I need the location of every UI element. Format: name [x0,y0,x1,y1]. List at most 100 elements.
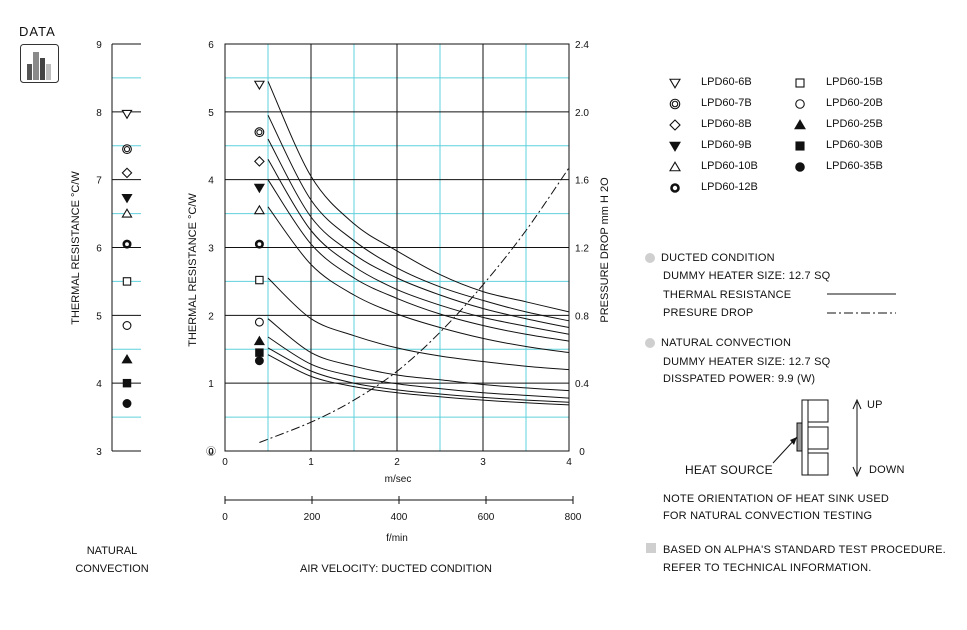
notes-graphics [645,253,896,553]
thermal-resistance-curve [267,354,570,406]
duct-marker [253,335,265,346]
fmin-tick-label: 600 [478,512,495,523]
thermal-resistance-curve [267,81,570,313]
duct-ytick-label: 2 [208,311,214,322]
duct-y-axis-label: THERMAL RESISTANCE °C/W [187,193,199,347]
nat-point-marker [122,321,132,330]
legend-label: LPD60-10B [701,160,758,172]
thermal-resistance-curve [267,114,570,322]
legend-marker [669,161,681,172]
nat-ytick-label: 9 [96,40,102,51]
nat-point-marker [122,378,132,388]
duct-origin-symbol: ⓪ [206,446,216,458]
duct-ytick-label: 0 [208,447,214,458]
legend-marker [669,141,681,152]
duct-xtick-label: 1 [308,457,314,468]
legend-marker [795,141,805,151]
legend-label: LPD60-7B [701,97,752,109]
fmin-tick-label: 400 [391,512,408,523]
thermal-resistance-key-label: THERMAL RESISTANCE [663,289,792,301]
legend-marker [669,78,681,89]
nat-ytick-label: 7 [96,176,102,187]
nat-point-marker [121,109,133,120]
orientation-note-line-2: FOR NATURAL CONVECTION TESTING [663,510,873,522]
heat-sink-base [801,399,809,476]
duct-xtick-label: 0 [222,457,228,468]
orientation-note-line-1: NOTE ORIENTATION OF HEAT SINK USED [663,493,890,505]
natural-convection-title: NATURAL CONVECTION [661,337,792,349]
nat-point-marker [121,208,133,218]
legend-label: LPD60-9B [701,139,752,151]
thermal-resistance-curve [267,159,570,335]
duct-marker [253,183,265,194]
nat-point-marker [122,144,132,155]
duct-xtick-label: 3 [480,457,486,468]
dissipated-power: DISSPATED POWER: 9.9 (W) [663,373,816,385]
nat-ytick-label: 3 [96,447,102,458]
legend-marker [670,183,680,193]
orientation-down-label: DOWN [869,464,905,476]
nat-caption-line-1: NATURAL [87,545,138,557]
ducted-condition-title: DUCTED CONDITION [661,252,775,264]
pressure-drop-key-label: PRESURE DROP [663,307,754,319]
duct-y2tick-label: 0.8 [575,311,589,322]
fmin-tick-label: 200 [304,512,321,523]
natural-bullet [645,338,655,348]
legend-label: LPD60-15B [826,76,883,88]
nat-point-marker [121,353,133,364]
duct-y2tick-label: 0 [579,447,585,458]
thermal-resistance-curve [267,179,570,342]
nat-y-axis-label: THERMAL RESISTANCE °C/W [70,171,82,325]
up-arrow-icon [852,398,862,410]
legend-label: LPD60-35B [826,160,883,172]
nat-point-marker [121,167,133,179]
duct-x-axis-label: m/sec [385,474,412,485]
fmin-axis-label: f/min [386,533,408,544]
duct-marker [254,239,264,249]
duct-marker [254,317,264,327]
legend-markers [669,78,806,193]
heat-sink-fin-bottom [807,452,829,476]
leader-arrow-icon [790,437,797,445]
thermal-resistance-curve [267,277,570,371]
duct-y2tick-label: 1.6 [575,176,589,187]
legend-marker [795,162,805,172]
duct-plot-frame [224,43,570,452]
bar-chart-icon [20,44,59,83]
duct-y2tick-label: 1.2 [575,244,589,255]
ducted-bullet [645,253,655,263]
thermal-resistance-curve [267,206,570,354]
fmin-tick-label: 800 [565,512,582,523]
duct-marker [254,127,265,138]
procedure-bullet [646,543,656,553]
ducted-condition-chart: 0 1 2 3 4 5 6 0 0.4 0.8 1.2 1.6 2.0 2.4 0 1 2 3 4 ⓪ m/sec THE… [187,40,611,575]
natural-convection-chart: 3 4 5 6 7 8 9 THERMAL RESISTANCE °C/W NATURAL CON… [70,40,149,575]
duct-ytick-label: 6 [208,40,214,51]
procedure-note-line-1: BASED ON ALPHA'S STANDARD TEST PROCEDURE… [663,544,946,556]
heat-sink-fin-top [807,399,829,423]
legend-label: LPD60-6B [701,76,752,88]
heat-source-label: HEAT SOURCE [685,463,773,477]
nat-point-marker [122,239,132,249]
procedure-note-line-2: REFER TO TECHNICAL INFORMATION. [663,562,872,574]
duct-marker [255,275,264,285]
duct-marker [253,80,265,91]
duct-y2-axis-label: PRESSURE DROP mm H 2O [599,177,611,323]
duct-y2tick-label: 2.4 [575,40,589,51]
legend-marker [795,78,805,88]
pressure-drop-curve [259,167,570,443]
legend-label: LPD60-25B [826,118,883,130]
down-arrow-icon [852,466,862,478]
duct-marker [255,348,264,357]
thermal-resistance-curve [267,347,570,403]
duct-ytick-label: 1 [208,379,214,390]
duct-ytick-label: 5 [208,108,214,119]
nat-ytick-label: 6 [96,244,102,255]
legend-marker [669,98,681,110]
nat-ytick-label: 4 [96,379,102,390]
nat-ytick-label: 5 [96,311,102,322]
duct-ytick-label: 4 [208,176,214,187]
nat-caption-line-2: CONVECTION [75,563,148,575]
thermal-resistance-curve [267,138,570,328]
